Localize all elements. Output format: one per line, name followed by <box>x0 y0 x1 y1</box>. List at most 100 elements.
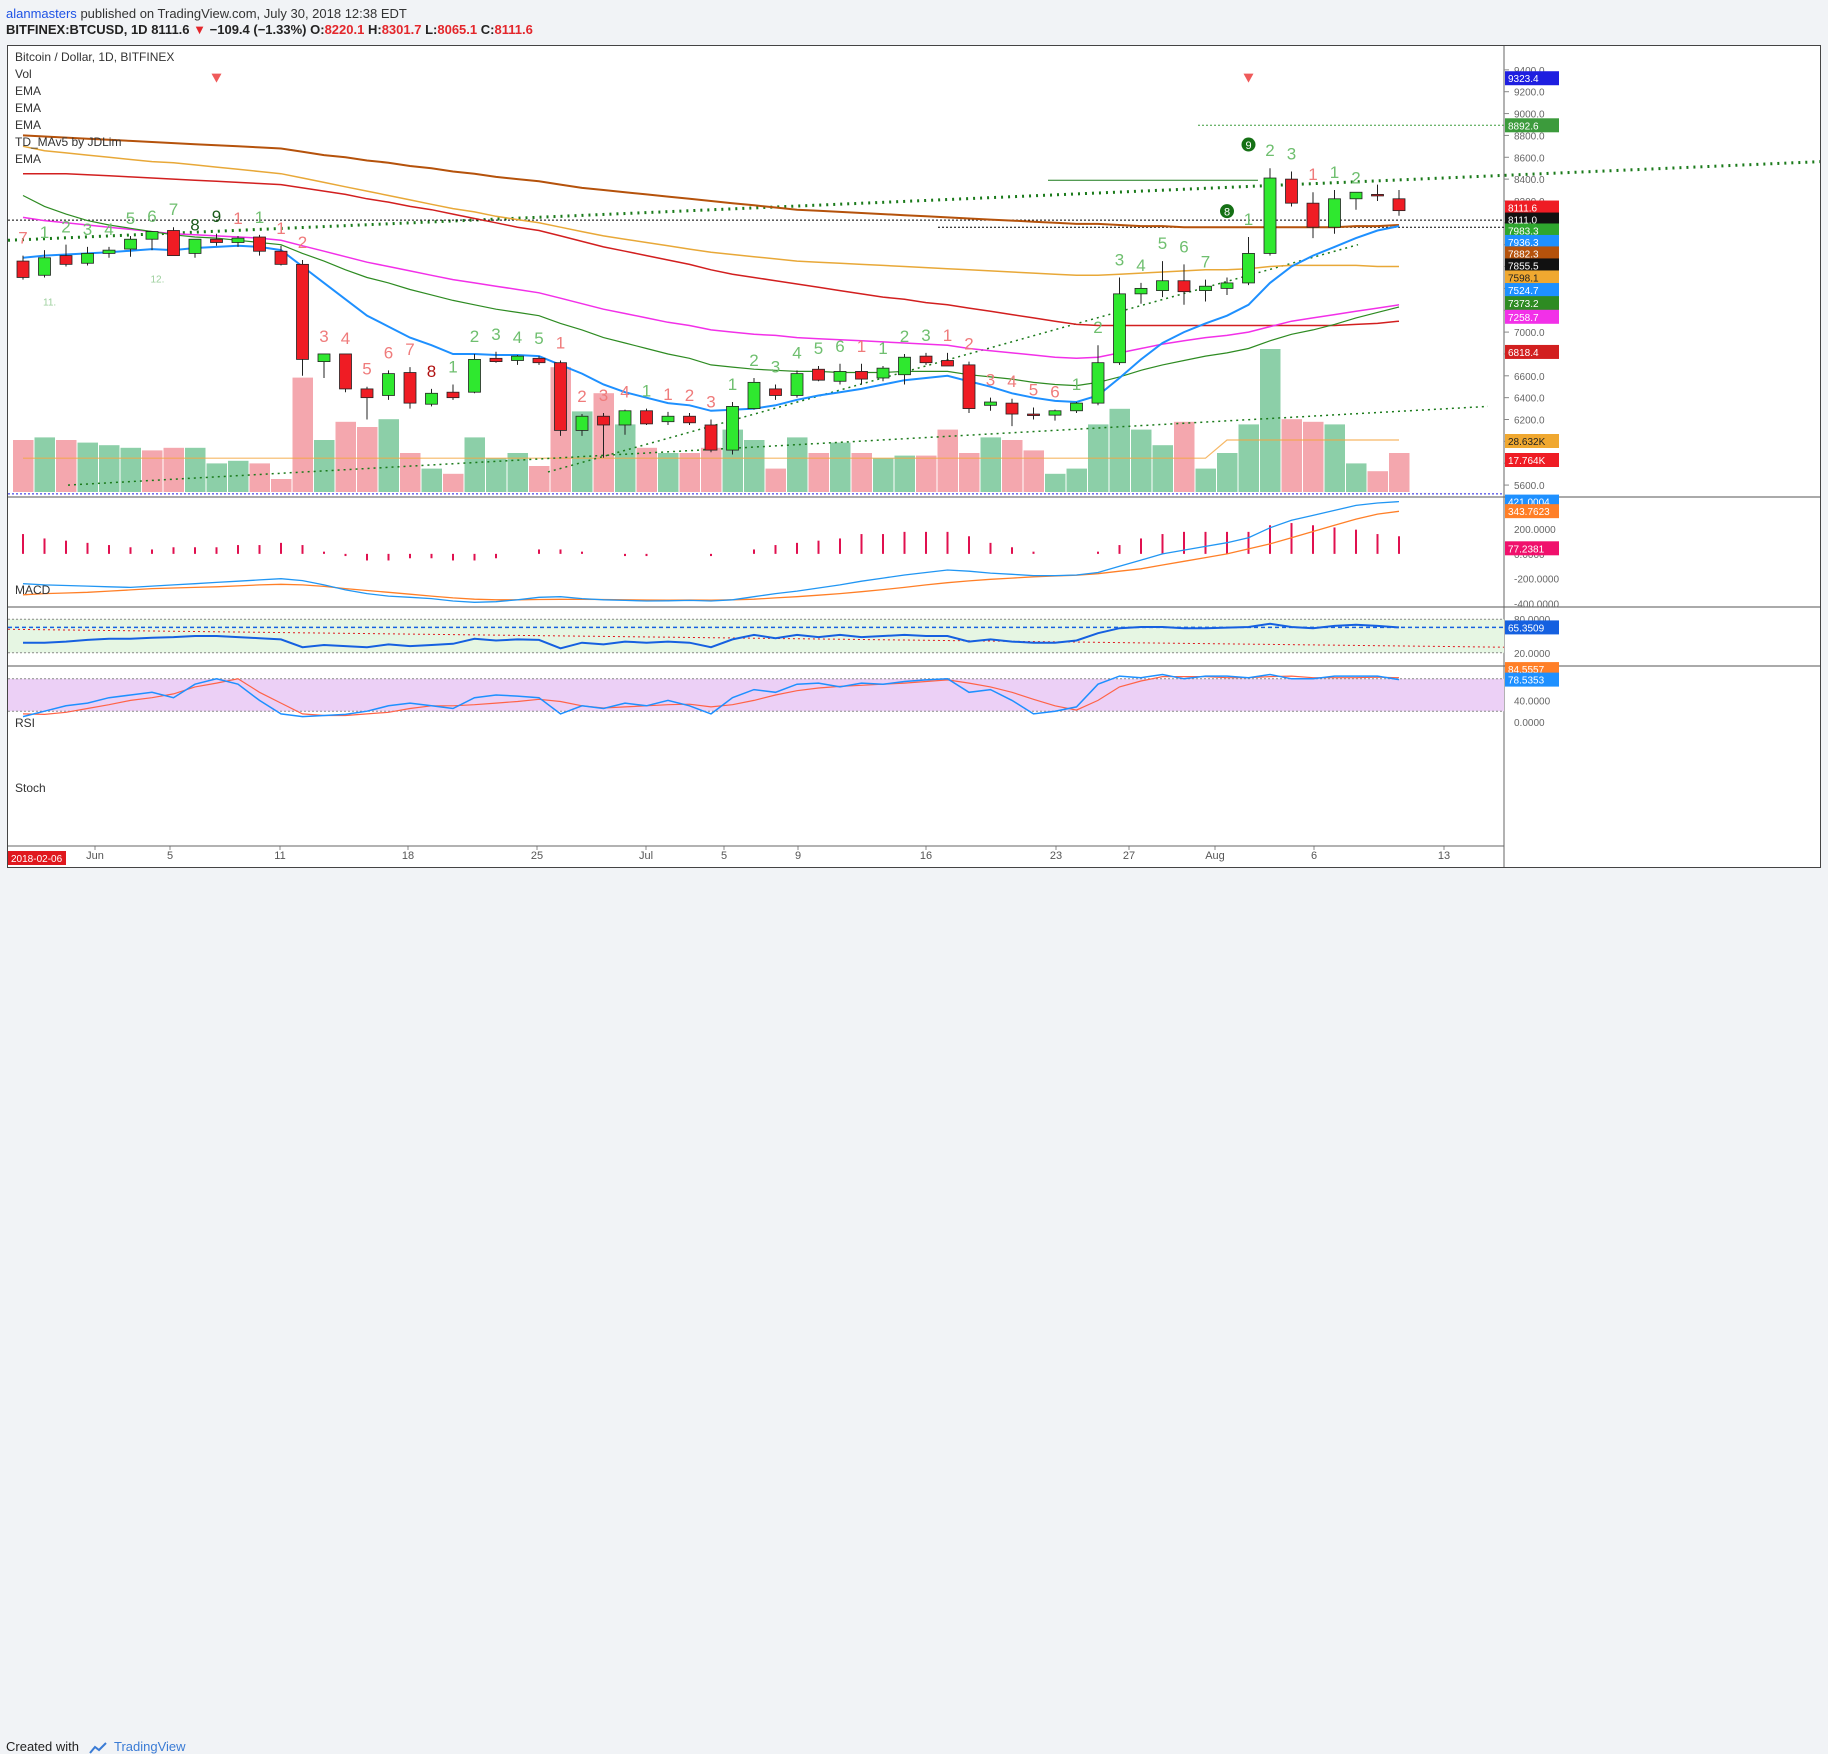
x-tick-label: 9 <box>795 850 801 862</box>
candle-body <box>210 238 223 243</box>
td-count-label: 1 <box>276 219 285 238</box>
author-link[interactable]: alanmasters <box>6 6 77 21</box>
candle-body <box>1306 202 1320 228</box>
price-label-bg <box>1505 246 1559 261</box>
legend-ema-1[interactable]: EMA <box>15 84 42 98</box>
stoch-k-line <box>22 673 1400 718</box>
td-count-label: 2 <box>749 351 758 370</box>
date-badge: 2018-02-06 <box>11 854 63 865</box>
volume-bar <box>744 440 765 492</box>
legend-td-ma[interactable]: TD_MAv5 by JDLim <box>15 135 122 149</box>
rsi-label: 65.3509 <box>1508 623 1545 634</box>
candle-body <box>1134 287 1148 295</box>
volume-bar <box>679 453 700 492</box>
high-label: H: <box>367 22 382 37</box>
candle-body <box>468 359 481 393</box>
td-circle <box>1241 137 1256 152</box>
td-count-label: 1 <box>857 337 866 356</box>
x-tick-label: Jun <box>86 850 104 862</box>
candle-body <box>1156 280 1169 291</box>
td-count-label: 4 <box>513 328 522 347</box>
x-tick-label: 5 <box>167 850 173 862</box>
legend-ema-4[interactable]: EMA <box>15 152 42 166</box>
td-count-label: 2 <box>577 387 586 406</box>
candle-body <box>145 231 159 240</box>
low-value: 8065.1 <box>437 22 478 37</box>
price-label-bg <box>1505 309 1559 324</box>
volume-bar <box>959 453 980 492</box>
td-count-label: 4 <box>620 383 629 402</box>
volume-bar <box>228 460 249 492</box>
td-count-label: 6 <box>384 343 393 362</box>
candle-body <box>1285 178 1298 204</box>
td-count-label: 2 <box>964 335 973 354</box>
chart-area[interactable]: 9400.09200.09000.08800.08600.08400.08200… <box>7 45 1821 868</box>
volume-bar <box>421 468 442 492</box>
td-count-label: 5 <box>126 209 135 228</box>
td-count-label: 2 <box>298 233 307 252</box>
td-count-label: 3 <box>921 326 930 345</box>
volume-bar <box>1238 424 1259 492</box>
rsi-label-bg <box>1505 620 1559 635</box>
td-count-label: 3 <box>1115 250 1124 269</box>
volume-bar <box>163 447 184 492</box>
volume-label-bg <box>1505 453 1559 467</box>
trendline-mid <box>547 243 1359 473</box>
candle-body <box>640 410 653 425</box>
price-label: 8111.6 <box>1508 204 1538 215</box>
candle-body <box>1328 198 1341 228</box>
volume-label: 17.764K <box>1508 456 1546 467</box>
candle-body <box>962 364 976 409</box>
footer-bar: Created with TradingView <box>0 868 1828 1754</box>
candle-body <box>339 353 352 390</box>
stoch-band <box>8 678 1504 712</box>
down-arrow-icon <box>1243 73 1254 83</box>
macd-line <box>22 500 1400 603</box>
tradingview-link[interactable]: TradingView <box>114 1739 186 1754</box>
tradingview-logo-icon <box>88 1741 107 1754</box>
rsi-line <box>23 622 1400 650</box>
candle-body <box>1220 282 1234 289</box>
y-tick-label: 5600.0 <box>1514 481 1545 492</box>
volume-bar <box>314 440 335 492</box>
volume-label: 28.632K <box>1508 437 1546 448</box>
td-count-label: 1 <box>1244 210 1253 229</box>
chart-title: Bitcoin / Dollar, 1D, BITFINEX <box>15 50 175 64</box>
td-count-label: 8 <box>427 362 436 381</box>
price-chart[interactable]: 9400.09200.09000.08800.08600.08400.08200… <box>8 46 1820 867</box>
volume-bar <box>1152 445 1173 492</box>
candle-body <box>984 401 997 406</box>
x-tick-label: Jul <box>639 850 653 862</box>
x-tick-label: Aug <box>1205 850 1225 862</box>
ema-orange-line <box>22 145 1399 277</box>
td-count-label: 1 <box>642 382 651 401</box>
volume-bar <box>701 447 722 492</box>
legend-ema-3[interactable]: EMA <box>15 118 42 132</box>
candle-body <box>532 357 546 364</box>
legend-vol[interactable]: Vol <box>15 67 32 81</box>
volume-bar <box>1131 429 1152 492</box>
td-count-label: 3 <box>706 393 715 412</box>
candle-body <box>1027 413 1040 416</box>
candle-body <box>425 392 438 405</box>
volume-bar <box>980 437 1001 492</box>
price-label-bg <box>1505 223 1559 238</box>
td-count-label: 4 <box>341 329 350 348</box>
macd-tick-label: -400.0000 <box>1514 600 1559 611</box>
y-tick-label: 8800.0 <box>1514 131 1545 142</box>
td-count-label: 1 <box>663 385 672 404</box>
td-count-label: 1 <box>878 339 887 358</box>
ema-green-line <box>22 194 1400 387</box>
legend-ema-2[interactable]: EMA <box>15 101 42 115</box>
volume-bar <box>335 421 356 492</box>
candle-body <box>38 257 51 276</box>
created-with: Created with TradingView <box>6 1739 186 1754</box>
volume-bar <box>486 458 507 492</box>
volume-bar <box>658 453 679 492</box>
x-tick-label: 18 <box>402 850 414 862</box>
td-count-label: 5 <box>814 339 823 358</box>
low-label: L: <box>425 22 438 37</box>
y-tick-label: 8400.0 <box>1514 175 1545 186</box>
volume-bar <box>1066 468 1087 492</box>
macd-pane-title: MACD <box>15 583 51 597</box>
